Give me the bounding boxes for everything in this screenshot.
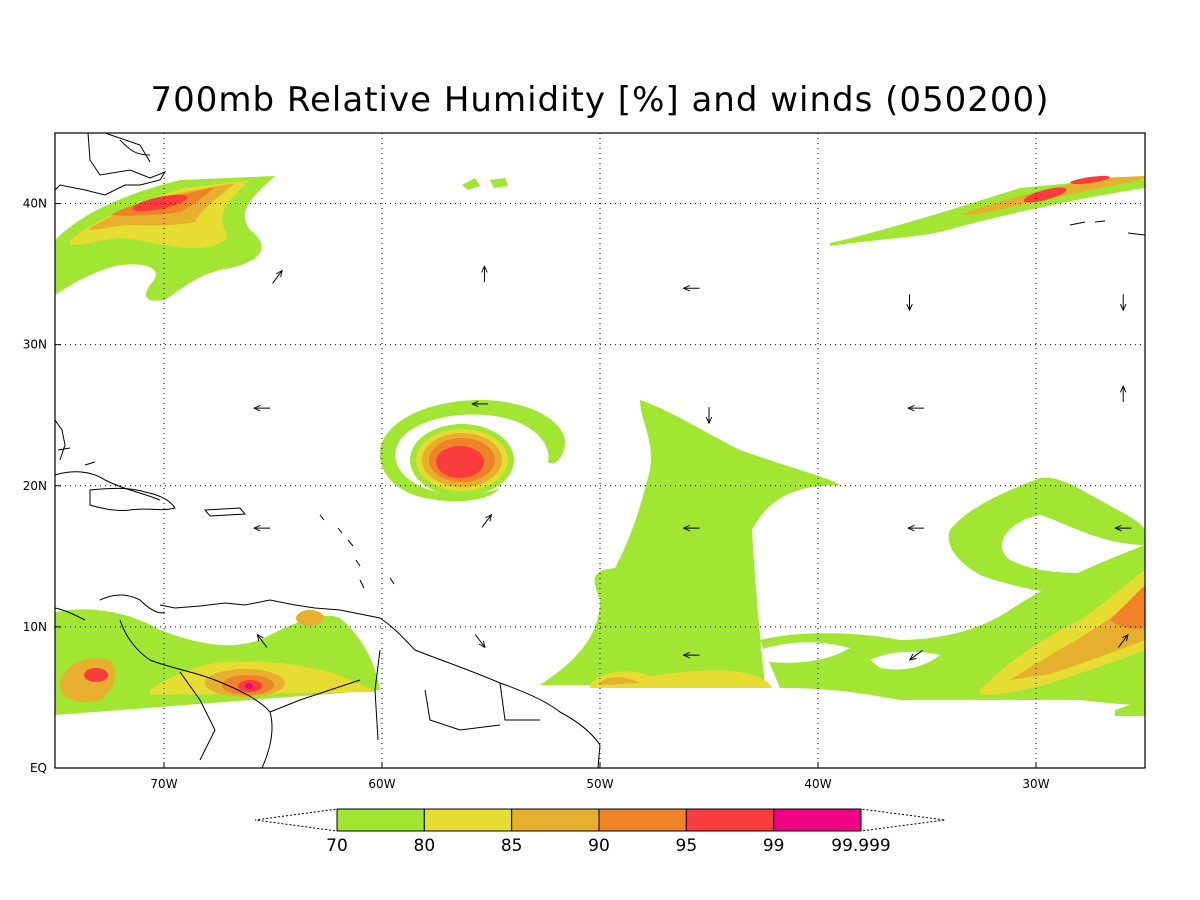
coast-hispaniola — [89, 487, 176, 511]
lon-tick-label: 50W — [586, 777, 613, 791]
coastlines — [55, 133, 1145, 768]
lat-tick-label: 10N — [23, 620, 47, 634]
rh-gap-1 — [760, 642, 850, 663]
rh-region-caribbean-west-95 — [84, 668, 108, 682]
rh-region-caribbean-85c — [296, 610, 324, 626]
rh-region-east-atlantic-80 — [980, 570, 1145, 695]
lon-tick-label: 40W — [804, 777, 831, 791]
coast-south-america-borders — [179, 649, 540, 761]
lat-tick-label: 30N — [23, 338, 47, 352]
colorbar-swatch — [685, 808, 775, 832]
map-title: 700mb Relative Humidity [%] and winds (0… — [150, 80, 1050, 120]
wind-arrow — [910, 649, 923, 660]
rh-region-central-atlantic-85 — [598, 677, 640, 685]
colorbar-label: 99.999 — [831, 836, 890, 856]
lon-tick-label: 70W — [150, 777, 177, 791]
rh-region-central-atlantic-80 — [590, 670, 772, 688]
rh-region-central-atlantic — [540, 400, 840, 685]
colorbar-swatch — [598, 808, 687, 832]
colorbar-swatch — [773, 808, 862, 832]
colorbar-swatch — [423, 808, 513, 832]
rh-region-us-coast-95 — [132, 194, 188, 212]
rh-region-east-atlantic-loop — [948, 477, 1145, 600]
rh-region-east-atlantic-south — [1115, 700, 1145, 716]
coast-puerto-rico — [203, 507, 247, 517]
coast-cuba — [55, 447, 161, 501]
lon-tick-label: 30W — [1022, 777, 1049, 791]
rh-gap-2 — [870, 651, 940, 670]
rh-region-east-atlantic-90 — [1110, 585, 1145, 629]
wind-arrow — [1118, 635, 1128, 648]
colorbar-swatch — [511, 808, 600, 832]
rh-region-ne-atlantic-95 — [1023, 187, 1067, 203]
coast-lesser-antilles — [319, 514, 395, 589]
rh-region-islet-green — [462, 178, 508, 190]
lat-tick-label: 20N — [23, 479, 47, 493]
wind-arrow — [257, 635, 268, 648]
coast-central-america — [55, 594, 381, 621]
rh-region-caribbean-99 — [245, 683, 253, 689]
lat-tick-label: 40N — [23, 197, 47, 211]
colorbar-label: 99 — [763, 836, 785, 856]
wind-vectors — [254, 266, 1132, 660]
colorbar-left-triangle — [254, 808, 338, 832]
colorbar-swatch — [336, 808, 425, 832]
lat-tick-label: EQ — [30, 761, 47, 775]
colorbar-label: 70 — [326, 836, 348, 856]
colorbar-right-triangle — [860, 808, 946, 832]
coast-florida — [55, 419, 66, 461]
graticule — [55, 133, 1145, 768]
humidity-field — [55, 175, 1145, 716]
rh-region-east-atlantic-85 — [1010, 590, 1145, 680]
wind-arrow — [272, 271, 283, 284]
colorbar-label: 85 — [501, 836, 523, 856]
wind-arrow — [481, 515, 492, 528]
coast-ne-islands — [1069, 220, 1145, 236]
rh-region-ne-atlantic-95b — [1070, 175, 1110, 185]
lon-tick-label: 60W — [368, 777, 395, 791]
wind-arrow — [474, 634, 485, 648]
colorbar-label: 95 — [676, 836, 698, 856]
rh-region-cyclone-core-95 — [436, 446, 484, 478]
axes: 70W 60W 50W 40W 30W EQ 10N 20N 30N 40N — [23, 197, 1050, 791]
colorbar-label: 80 — [414, 836, 436, 856]
colorbar-label: 90 — [588, 836, 610, 856]
coast-north-america — [55, 133, 167, 196]
colorbar: 70 80 85 90 95 99 99.999 — [254, 808, 946, 856]
